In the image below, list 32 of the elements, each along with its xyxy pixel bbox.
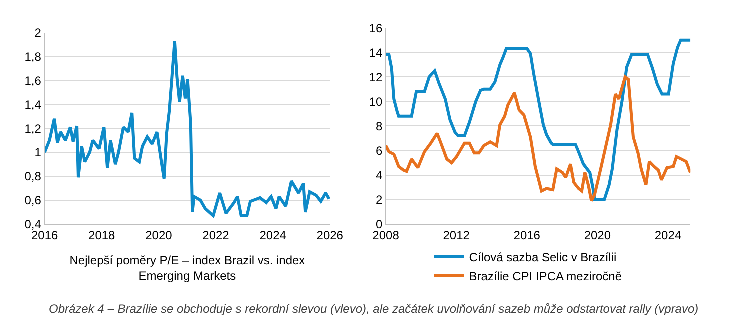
y-tick-label: 16 [369,21,383,36]
x-tick-label: 2012 [443,228,470,243]
x-tick-label: 2026 [316,228,344,243]
y-tick-label: 2 [376,192,383,207]
y-tick-label: 0,8 [24,170,42,184]
x-tick-label: 2024 [260,228,287,243]
y-tick-label: 1 [34,146,42,160]
line-series [386,38,691,202]
x-tick-label: 2018 [88,228,116,243]
legend-label: Cílová sazba Selic v Brazílii [469,250,617,265]
y-tick-label: 4 [376,168,383,182]
y-tick-label: 1,2 [24,122,42,136]
y-tick-label: 6 [376,144,383,158]
text: Obrázek 4 – Brazílie se obchoduje s rekordní slevou (vlevo), ale začátek uvolňování sazeb může odstartovat rally (vpravo) [49,302,699,316]
x-tick-label: 2022 [202,228,230,243]
y-tick-label: 1,4 [24,98,42,112]
line-series [386,76,691,203]
x-tick-label: 2024 [654,228,682,243]
legend-label: Brazílie CPI IPCA meziročně [469,270,622,284]
y-tick-label: 10 [369,94,383,109]
x-tick-label: 2016 [514,228,541,243]
x-tick-label: 2020 [584,228,612,243]
y-tick-label: 2 [34,26,42,40]
x-tick-label: 2020 [146,228,173,243]
y-tick-label: 8 [376,119,383,134]
y-tick-label: 14 [369,46,383,60]
y-tick-label: 1,8 [24,50,42,64]
x-axis-title: Nejlepší poměry P/E – index Brazil vs. index Emerging Markets [70,254,306,284]
y-tick-label: 1,6 [24,74,42,88]
y-tick-label: 0,6 [24,194,42,208]
y-tick-label: 12 [369,70,383,84]
line-series [44,40,330,218]
